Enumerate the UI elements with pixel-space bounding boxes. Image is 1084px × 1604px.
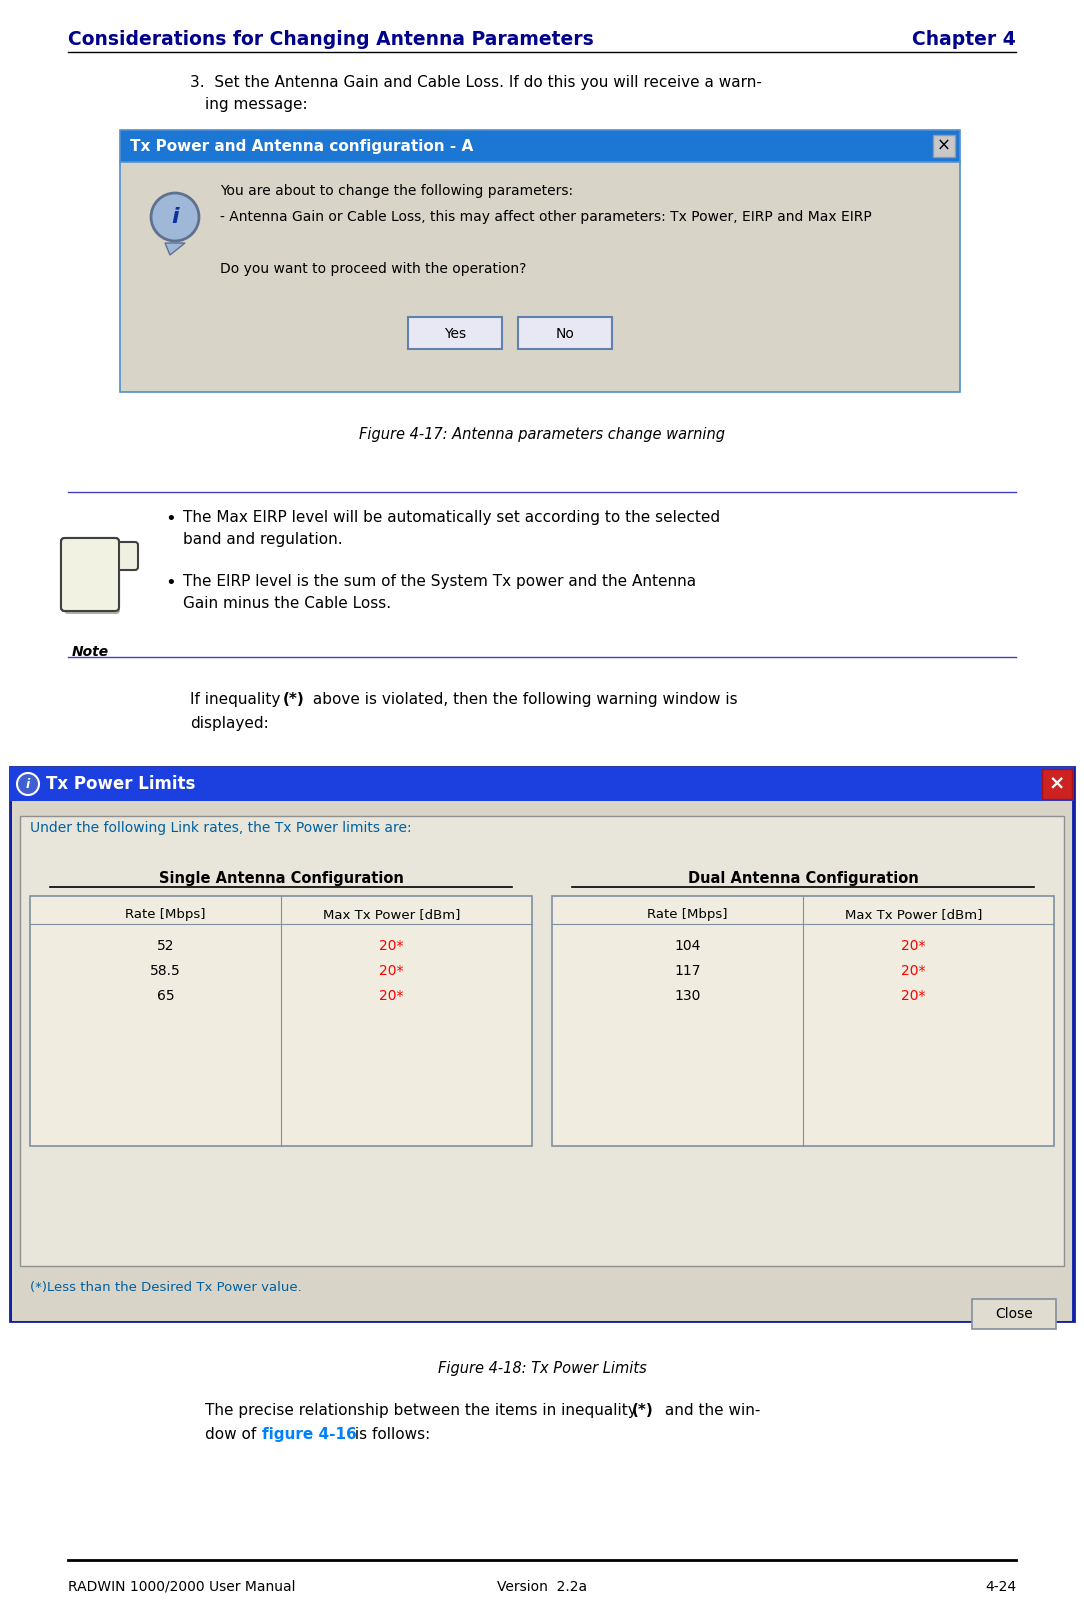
Text: 58.5: 58.5: [151, 964, 181, 978]
Text: figure 4-16: figure 4-16: [262, 1428, 357, 1442]
Text: RADWIN 1000/2000 User Manual: RADWIN 1000/2000 User Manual: [68, 1580, 296, 1594]
Text: Yes: Yes: [444, 327, 466, 342]
Text: ing message:: ing message:: [205, 96, 308, 112]
Text: Under the following Link rates, the Tx Power limits are:: Under the following Link rates, the Tx P…: [30, 821, 412, 836]
FancyBboxPatch shape: [61, 537, 119, 611]
Text: (*): (*): [632, 1404, 654, 1418]
Text: The precise relationship between the items in inequality: The precise relationship between the ite…: [205, 1404, 642, 1418]
Text: 20*: 20*: [379, 990, 403, 1002]
FancyBboxPatch shape: [10, 767, 1074, 800]
Text: Rate [Mbps]: Rate [Mbps]: [126, 908, 206, 921]
Text: Chapter 4: Chapter 4: [913, 30, 1016, 50]
Text: Gain minus the Cable Loss.: Gain minus the Cable Loss.: [183, 597, 391, 611]
Text: (*)Less than the Desired Tx Power value.: (*)Less than the Desired Tx Power value.: [30, 1282, 301, 1294]
Text: 130: 130: [674, 990, 700, 1002]
Text: The Max EIRP level will be automatically set according to the selected: The Max EIRP level will be automatically…: [183, 510, 720, 525]
FancyBboxPatch shape: [518, 318, 612, 350]
FancyBboxPatch shape: [120, 130, 960, 162]
Text: 117: 117: [674, 964, 700, 978]
Text: Note: Note: [72, 645, 108, 659]
Text: Tx Power Limits: Tx Power Limits: [46, 775, 195, 792]
Text: Rate [Mbps]: Rate [Mbps]: [647, 908, 727, 921]
Text: i: i: [171, 207, 179, 228]
FancyBboxPatch shape: [20, 816, 1064, 1266]
Text: 3.  Set the Antenna Gain and Cable Loss. If do this you will receive a warn-: 3. Set the Antenna Gain and Cable Loss. …: [190, 75, 762, 90]
FancyBboxPatch shape: [933, 135, 955, 157]
Text: Tx Power and Antenna configuration - A: Tx Power and Antenna configuration - A: [130, 138, 474, 154]
Text: i: i: [26, 778, 30, 791]
Text: Dual Antenna Configuration: Dual Antenna Configuration: [687, 871, 918, 885]
Text: Max Tx Power [dBm]: Max Tx Power [dBm]: [323, 908, 460, 921]
Text: Max Tx Power [dBm]: Max Tx Power [dBm]: [844, 908, 982, 921]
Text: 65: 65: [157, 990, 175, 1002]
Text: Close: Close: [995, 1307, 1033, 1322]
Text: You are about to change the following parameters:: You are about to change the following pa…: [220, 184, 573, 197]
FancyBboxPatch shape: [10, 767, 1074, 1322]
Text: ×: ×: [1049, 775, 1066, 794]
Circle shape: [17, 773, 39, 796]
FancyBboxPatch shape: [972, 1299, 1056, 1330]
Polygon shape: [165, 242, 185, 255]
Text: (*): (*): [283, 691, 305, 707]
Text: 20*: 20*: [901, 990, 926, 1002]
Text: If inequality: If inequality: [190, 691, 285, 707]
Text: 20*: 20*: [901, 938, 926, 953]
Text: The EIRP level is the sum of the System Tx power and the Antenna: The EIRP level is the sum of the System …: [183, 574, 696, 589]
FancyBboxPatch shape: [102, 542, 138, 569]
Text: is follows:: is follows:: [350, 1428, 430, 1442]
FancyBboxPatch shape: [61, 537, 119, 611]
Circle shape: [151, 192, 199, 241]
FancyBboxPatch shape: [12, 800, 1072, 1322]
Text: 20*: 20*: [901, 964, 926, 978]
Text: Considerations for Changing Antenna Parameters: Considerations for Changing Antenna Para…: [68, 30, 594, 50]
Text: 20*: 20*: [379, 938, 403, 953]
Text: ×: ×: [937, 136, 951, 156]
Text: displayed:: displayed:: [190, 715, 269, 731]
Text: Do you want to proceed with the operation?: Do you want to proceed with the operatio…: [220, 261, 527, 276]
Text: - Antenna Gain or Cable Loss, this may affect other parameters: Tx Power, EIRP a: - Antenna Gain or Cable Loss, this may a…: [220, 210, 872, 225]
Text: •: •: [165, 574, 176, 592]
Text: 52: 52: [157, 938, 175, 953]
FancyBboxPatch shape: [408, 318, 502, 350]
Text: dow of: dow of: [205, 1428, 261, 1442]
FancyBboxPatch shape: [552, 897, 1054, 1145]
Text: 104: 104: [674, 938, 700, 953]
Text: Figure 4-18: Tx Power Limits: Figure 4-18: Tx Power Limits: [438, 1362, 646, 1376]
Text: band and regulation.: band and regulation.: [183, 533, 343, 547]
FancyBboxPatch shape: [64, 544, 120, 614]
Text: above is violated, then the following warning window is: above is violated, then the following wa…: [308, 691, 737, 707]
Text: No: No: [556, 327, 575, 342]
Text: Single Antenna Configuration: Single Antenna Configuration: [158, 871, 403, 885]
Text: •: •: [165, 510, 176, 528]
FancyBboxPatch shape: [120, 162, 960, 391]
Text: Version  2.2a: Version 2.2a: [496, 1580, 588, 1594]
Text: 4-24: 4-24: [985, 1580, 1016, 1594]
Text: 20*: 20*: [379, 964, 403, 978]
Text: and the win-: and the win-: [660, 1404, 760, 1418]
FancyBboxPatch shape: [1042, 768, 1072, 799]
FancyBboxPatch shape: [30, 897, 532, 1145]
Text: Figure 4-17: Antenna parameters change warning: Figure 4-17: Antenna parameters change w…: [359, 427, 725, 443]
